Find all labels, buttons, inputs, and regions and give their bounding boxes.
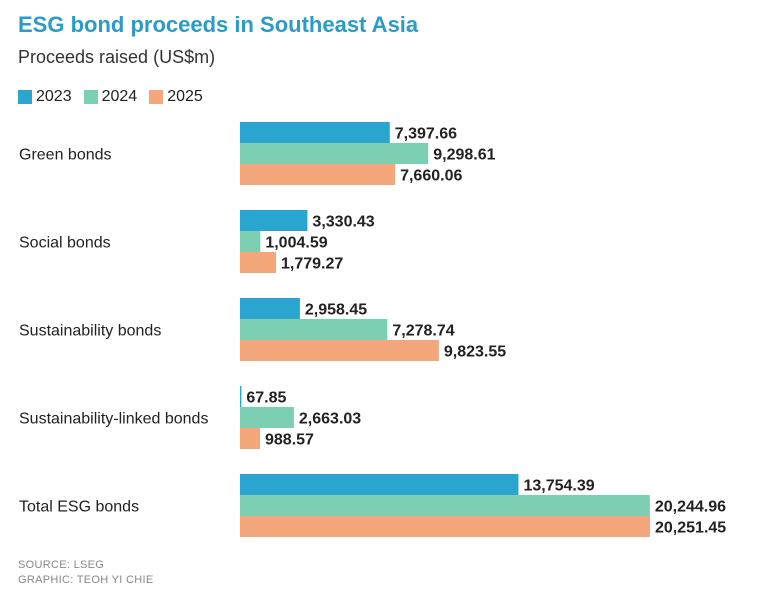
- category-label-social-bonds: Social bonds: [19, 235, 111, 252]
- value-label-sustainability-bonds-2025: 9,823.55: [444, 344, 506, 361]
- bar-sustainability-bonds-2023: [240, 298, 300, 319]
- bar-sustainability-bonds-2025: [240, 340, 439, 361]
- footer: SOURCE: LSEG GRAPHIC: TEOH YI CHIE: [18, 558, 153, 588]
- legend-item-2024: 2024: [83, 88, 138, 106]
- legend-label-2025: 2025: [167, 88, 203, 105]
- bar-sustainability-linked-bonds-2023: [240, 386, 242, 407]
- legend-swatch-2023: [18, 90, 32, 104]
- value-label-green-bonds-2024: 9,298.61: [433, 147, 495, 164]
- value-label-green-bonds-2025: 7,660.06: [400, 168, 462, 185]
- bar-green-bonds-2025: [240, 164, 396, 185]
- value-label-sustainability-bonds-2024: 7,278.74: [392, 323, 454, 340]
- value-label-sustainability-bonds-2023: 2,958.45: [305, 302, 367, 319]
- value-label-total-esg-bonds-2024: 20,244.96: [655, 499, 726, 516]
- legend: 2023 2024 2025: [18, 88, 215, 106]
- legend-item-2023: 2023: [18, 88, 72, 106]
- category-label-total-esg-bonds: Total ESG bonds: [19, 499, 139, 516]
- legend-swatch-2025: [149, 90, 164, 104]
- legend-label-2024: 2024: [101, 88, 138, 105]
- bar-green-bonds-2024: [240, 143, 429, 164]
- value-label-social-bonds-2023: 3,330.43: [312, 214, 374, 231]
- value-label-sustainability-linked-bonds-2024: 2,663.03: [299, 411, 361, 428]
- chart-title: ESG bond proceeds in Southeast Asia: [18, 12, 419, 37]
- legend-label-2023: 2023: [36, 88, 72, 105]
- value-label-sustainability-linked-bonds-2025: 988.57: [265, 432, 314, 449]
- category-label-sustainability-linked-bonds: Sustainability-linked bonds: [19, 411, 208, 428]
- value-label-social-bonds-2024: 1,004.59: [265, 235, 327, 252]
- bar-total-esg-bonds-2024: [240, 495, 650, 516]
- legend-item-2025: 2025: [149, 88, 203, 106]
- bar-social-bonds-2025: [240, 252, 277, 273]
- bar-total-esg-bonds-2023: [240, 474, 519, 495]
- value-label-total-esg-bonds-2023: 13,754.39: [523, 478, 594, 495]
- value-label-green-bonds-2023: 7,397.66: [395, 126, 457, 143]
- bar-sustainability-linked-bonds-2025: [240, 428, 261, 449]
- value-label-sustainability-linked-bonds-2023: 67.85: [246, 390, 286, 407]
- bar-green-bonds-2023: [240, 122, 390, 143]
- legend-swatch-2024: [83, 90, 98, 104]
- chart-subtitle: Proceeds raised (US$m): [18, 47, 216, 67]
- bar-sustainability-linked-bonds-2024: [240, 407, 294, 428]
- source-credit: SOURCE: LSEG: [18, 559, 105, 571]
- value-label-social-bonds-2025: 1,779.27: [281, 256, 343, 273]
- value-label-total-esg-bonds-2025: 20,251.45: [655, 520, 726, 537]
- graphic-credit: GRAPHIC: TEOH YI CHIE: [18, 574, 154, 586]
- bar-social-bonds-2023: [240, 210, 308, 231]
- category-label-sustainability-bonds: Sustainability bonds: [19, 323, 161, 340]
- bar-total-esg-bonds-2025: [240, 516, 650, 537]
- bar-social-bonds-2024: [240, 231, 261, 252]
- category-label-green-bonds: Green bonds: [19, 147, 112, 164]
- bar-sustainability-bonds-2024: [240, 319, 388, 340]
